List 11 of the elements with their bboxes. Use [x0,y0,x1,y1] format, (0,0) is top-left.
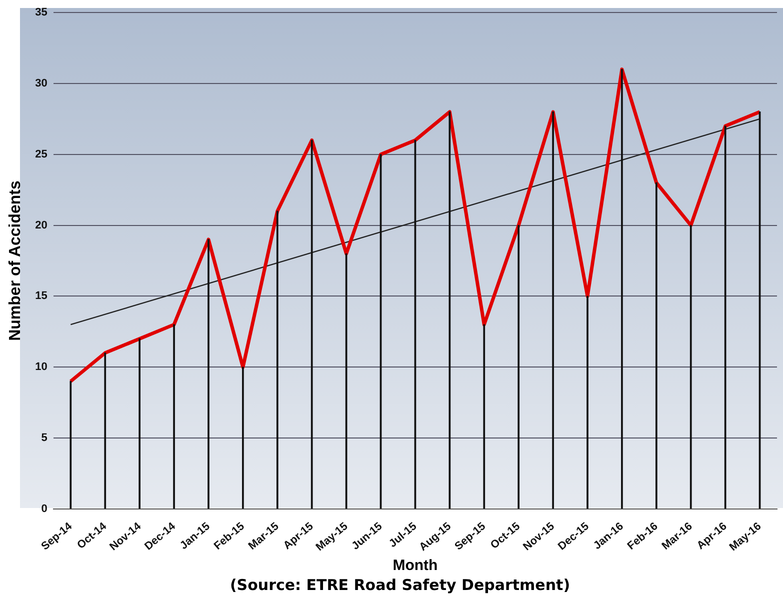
y-tick-label: 25 [35,148,48,160]
x-axis-title: Month [392,557,438,574]
y-axis-title: Number of Accidents [7,180,24,341]
y-tick-label: 30 [35,78,48,90]
y-tick-label: 10 [35,361,48,374]
y-tick-label: 5 [41,432,48,444]
y-tick-label: 0 [41,502,48,515]
y-tick-label: 35 [35,6,48,19]
text: (Source: ETRE Road Safety Department) [230,576,570,594]
y-tick-label: 15 [35,290,48,302]
y-tick-label: 20 [35,219,48,232]
